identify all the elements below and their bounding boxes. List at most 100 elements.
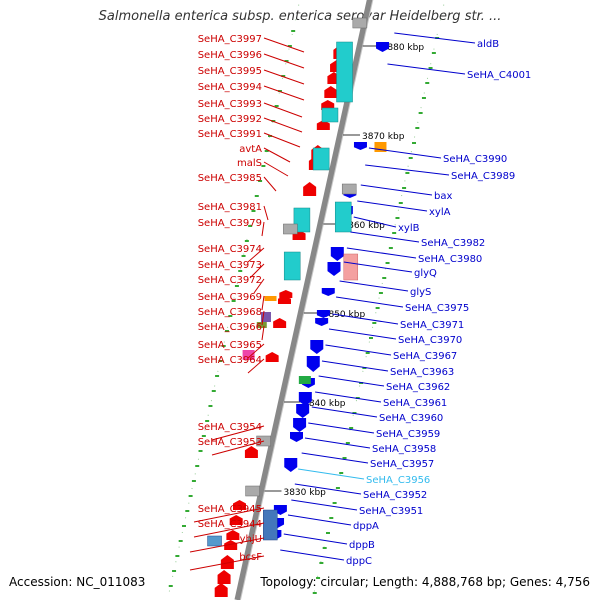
- forward-gene-arrow: [316, 120, 330, 130]
- pink-feature: [343, 253, 359, 281]
- rna-feature: [334, 201, 352, 233]
- gene-label-reverse: SeHA_C3990: [443, 154, 507, 165]
- gene-label-forward: SeHA_C3954: [198, 422, 262, 433]
- gene-leader-line: [261, 310, 265, 326]
- track-tick: [431, 52, 436, 54]
- track-tick: [388, 247, 393, 249]
- track-tick: [201, 435, 206, 437]
- grey-feature: [352, 17, 368, 29]
- steelblue-feature: [207, 535, 222, 547]
- rna-feature: [321, 107, 339, 123]
- reverse-gene-arrow: [330, 247, 344, 261]
- gene-leader-line: [283, 533, 348, 545]
- gene-label-reverse: SeHA_C3957: [370, 459, 434, 470]
- reverse-gene-arrow: [284, 458, 298, 472]
- gene-leader-line: [353, 216, 397, 228]
- track-tick: [385, 262, 390, 264]
- forward-gene-arrow: [321, 100, 335, 110]
- gene-leader-line: [394, 32, 476, 44]
- track-tick: [277, 90, 282, 92]
- reverse-gene-arrow: [296, 404, 310, 418]
- gene-leader-line: [339, 280, 409, 292]
- gene-leader-line: [249, 263, 265, 279]
- gene-label-forward: SeHA_C3968: [198, 307, 262, 318]
- gene-label-forward: SeHA_C3995: [198, 66, 262, 77]
- gene-leader-line: [325, 344, 392, 356]
- track-tick: [359, 382, 364, 384]
- track-tick: [205, 420, 210, 422]
- track-tick: [241, 255, 246, 257]
- reverse-gene-arrow: [310, 340, 324, 354]
- gene-leader-line: [247, 247, 265, 263]
- gene-label-forward: malS: [237, 158, 262, 169]
- gene-leader-line: [247, 343, 265, 359]
- gene-leader-line: [294, 483, 362, 495]
- track-tick: [185, 510, 190, 512]
- forward-gene-arrow: [220, 555, 234, 569]
- track-tick: [175, 555, 180, 557]
- gene-leader-line: [360, 184, 433, 196]
- track-tick: [268, 135, 273, 137]
- gene-label-forward: SeHA_C3974: [198, 244, 262, 255]
- genome-summary: Topology: circular; Length: 4,888,768 bp…: [260, 575, 590, 589]
- track-tick: [191, 480, 196, 482]
- track-tick: [402, 187, 407, 189]
- gene-leader-line: [211, 425, 265, 441]
- map-title: Salmonella enterica subsp. enterica sero…: [98, 9, 502, 24]
- accession-label: Accession: NC_011083: [9, 575, 146, 589]
- gene-label-forward: SeHA_C3969: [198, 292, 262, 303]
- track-tick: [234, 285, 239, 287]
- track-tick: [244, 240, 249, 242]
- gene-leader-line: [189, 555, 265, 571]
- gene-label-reverse: xylA: [429, 207, 451, 218]
- gene-label-reverse: xylB: [398, 223, 420, 234]
- track-tick: [231, 300, 236, 302]
- track-tick: [208, 405, 213, 407]
- track-tick: [412, 142, 417, 144]
- gene-leader-line: [193, 507, 265, 523]
- gene-label-reverse: bax: [434, 191, 452, 202]
- track-tick: [425, 82, 430, 84]
- gene-leader-line: [193, 522, 265, 538]
- track-tick: [342, 457, 347, 459]
- gene-leader-line: [247, 358, 265, 374]
- gene-leader-line: [304, 437, 371, 449]
- track-tick: [352, 412, 357, 414]
- gene-leader-line: [263, 132, 301, 148]
- gene-label-reverse: dppA: [353, 521, 379, 532]
- forward-gene-arrow: [224, 540, 238, 550]
- green-feature: [298, 376, 311, 384]
- gene-leader-line: [280, 549, 345, 561]
- gene-leader-line: [261, 221, 265, 237]
- gene-leader-line: [263, 53, 305, 69]
- gene-leader-line: [263, 176, 277, 192]
- olive-feature: [256, 322, 267, 328]
- gene-label-forward: yhjU: [240, 534, 262, 545]
- forward-gene-arrow: [273, 318, 287, 328]
- track-tick: [248, 225, 253, 227]
- gene-leader-line: [321, 360, 389, 372]
- gene-label-reverse: SeHA_C3989: [451, 171, 515, 182]
- grey-feature: [245, 485, 260, 497]
- kbp-tick-label: 3850 kbp: [323, 310, 366, 320]
- track-tick: [398, 202, 403, 204]
- gene-leader-line: [263, 69, 305, 85]
- gene-leader-line: [261, 325, 265, 341]
- track-tick: [287, 45, 292, 47]
- gene-leader-line: [311, 406, 378, 418]
- gene-label-forward: SeHA_C3953: [198, 437, 262, 448]
- track-tick: [261, 165, 266, 167]
- track-tick: [339, 472, 344, 474]
- track-tick: [362, 367, 367, 369]
- track-tick: [181, 525, 186, 527]
- gene-label-reverse: SeHA_C3963: [390, 367, 454, 378]
- track-tick: [254, 195, 259, 197]
- track-tick: [378, 292, 383, 294]
- reverse-gene-arrow: [376, 42, 390, 52]
- gene-leader-line: [332, 313, 399, 325]
- gene-label-forward: bcsF: [239, 552, 262, 563]
- gene-label-reverse: SeHA_C3956: [366, 475, 430, 486]
- track-tick: [428, 67, 433, 69]
- forward-gene-arrow: [226, 530, 240, 540]
